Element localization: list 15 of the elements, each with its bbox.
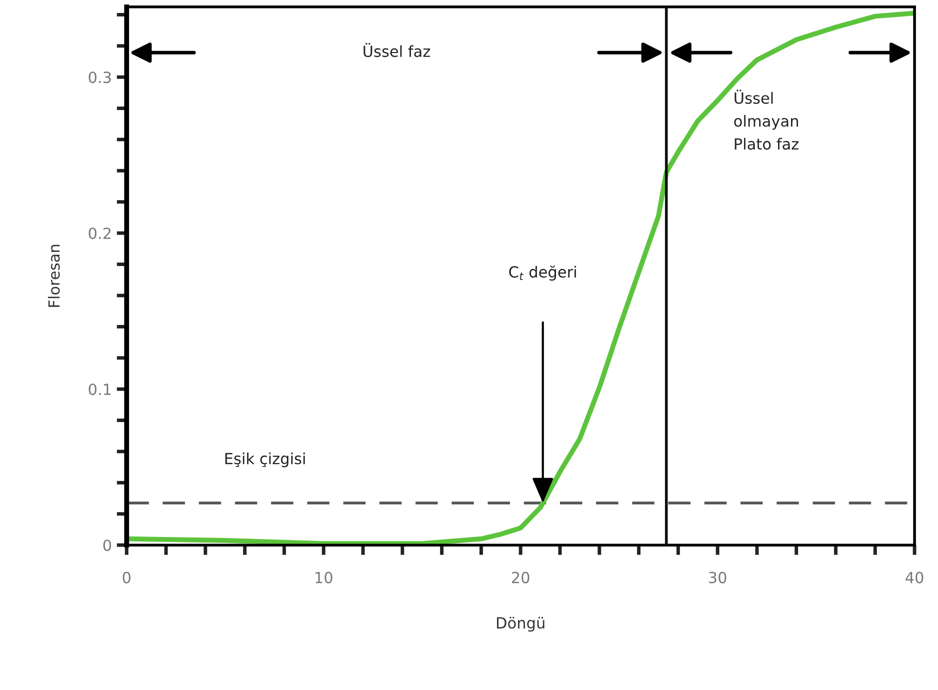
- y-tick-label: 0.3: [88, 72, 111, 84]
- ref-line-label: Eşik çizgisi: [225, 452, 305, 468]
- x-tick-label: 30: [709, 572, 726, 584]
- x-axis-title: Döngü: [497, 616, 544, 632]
- y-axis-title: Floresan: [48, 244, 60, 307]
- x-tick-label: 20: [512, 572, 530, 584]
- annotation: C$_{t}$ değeri: [509, 265, 576, 281]
- x-tick-label: 0: [122, 572, 130, 584]
- y-tick-label: 0.2: [88, 228, 111, 240]
- annotation: Üssel olmayan Plato faz: [734, 90, 798, 150]
- annotation: Üssel faz: [364, 42, 430, 58]
- x-tick-label: 40: [906, 572, 924, 584]
- y-tick-label: 0: [103, 540, 112, 552]
- x-tick-label: 10: [316, 572, 332, 584]
- y-tick-label: 0.1: [88, 384, 111, 396]
